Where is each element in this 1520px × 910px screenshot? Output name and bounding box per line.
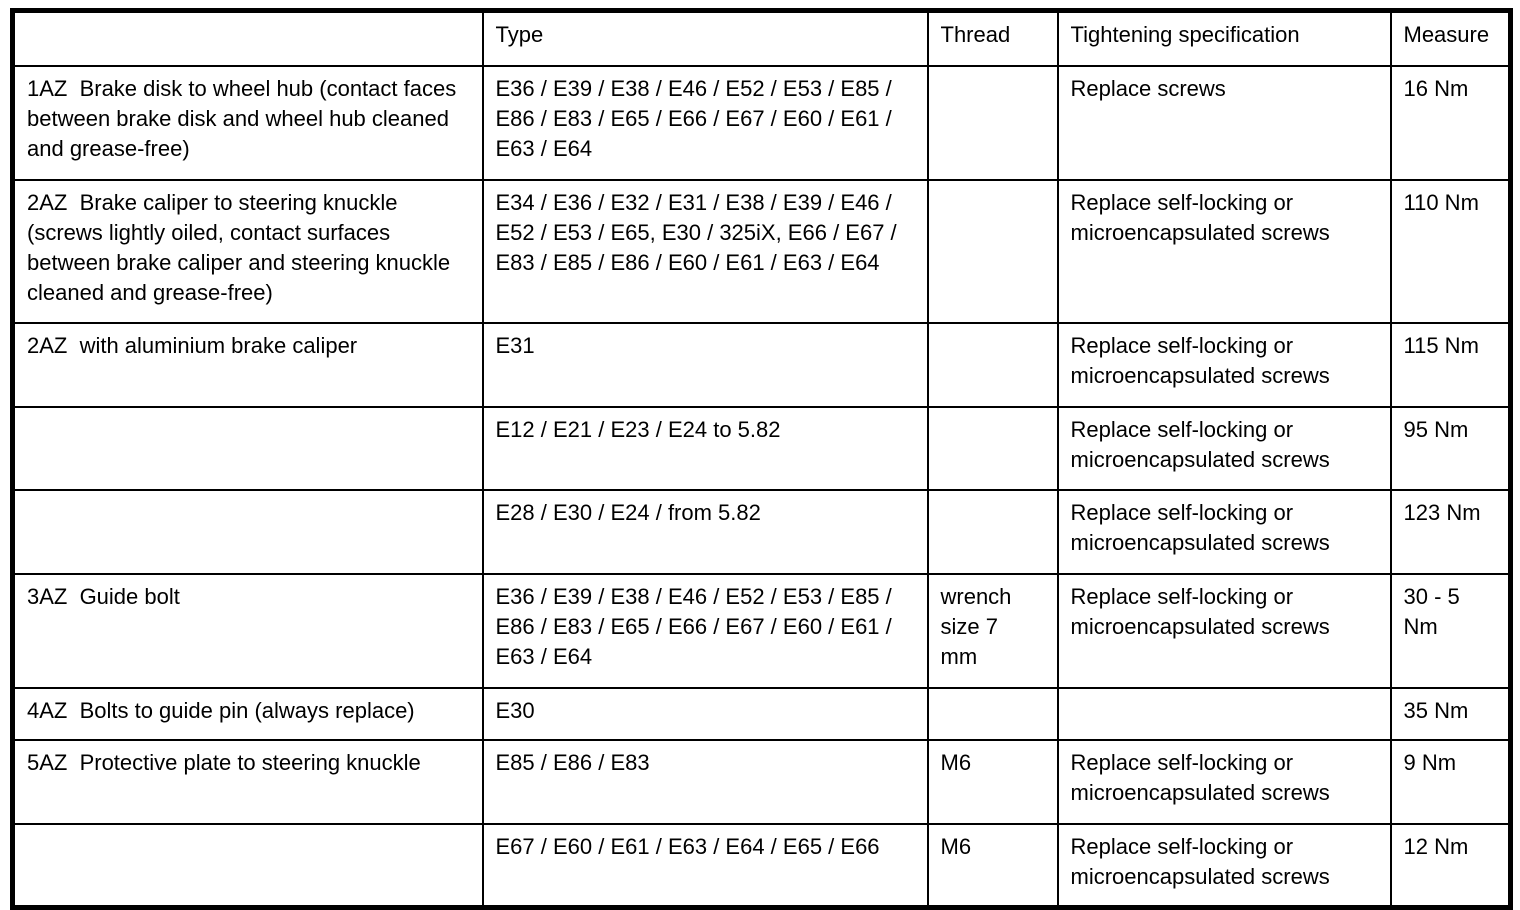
type-cell: E28 / E30 / E24 / from 5.82: [481, 488, 929, 575]
spec-cell: [1056, 686, 1392, 741]
spec-cell: Replace self-locking or microencapsulate…: [1056, 572, 1392, 689]
type-cell: E85 / E86 / E83: [481, 738, 929, 825]
measure-cell: 110 Nm: [1389, 178, 1512, 324]
spec-cell: Replace self-locking or microencapsulate…: [1056, 405, 1392, 491]
measure-cell: 95 Nm: [1389, 405, 1512, 491]
type-cell: E31: [481, 321, 929, 408]
item-cell: [11, 405, 484, 491]
tightening-spec-table: Type Thread Tightening specification Mea…: [10, 8, 1513, 910]
header-row: Type Thread Tightening specification Mea…: [11, 9, 1512, 67]
thread-cell: M6: [926, 822, 1059, 909]
item-cell: 3AZ Guide bolt: [11, 572, 484, 689]
thread-cell: M6: [926, 738, 1059, 825]
type-cell: E34 / E36 / E32 / E31 / E38 / E39 / E46 …: [481, 178, 929, 324]
measure-cell: 16 Nm: [1389, 64, 1512, 181]
thread-cell: [926, 488, 1059, 575]
spec-cell: Replace self-locking or microencapsulate…: [1056, 738, 1392, 825]
table-row: 2AZ with aluminium brake caliper E31 Rep…: [11, 321, 1512, 408]
thread-cell: wrench size 7 mm: [926, 572, 1059, 689]
type-cell: E36 / E39 / E38 / E46 / E52 / E53 / E85 …: [481, 572, 929, 689]
item-cell: [11, 822, 484, 909]
spec-cell: Replace self-locking or microencapsulate…: [1056, 822, 1392, 909]
thread-cell: [926, 686, 1059, 741]
spec-cell: Replace self-locking or microencapsulate…: [1056, 178, 1392, 324]
col-header-spec: Tightening specification: [1056, 9, 1392, 67]
spec-cell: Replace screws: [1056, 64, 1392, 181]
col-header-thread: Thread: [926, 9, 1059, 67]
type-cell: E30: [481, 686, 929, 741]
measure-cell: 30 - 5 Nm: [1389, 572, 1512, 689]
table-row: E67 / E60 / E61 / E63 / E64 / E65 / E66 …: [11, 822, 1512, 909]
measure-cell: 35 Nm: [1389, 686, 1512, 741]
item-cell: 5AZ Protective plate to steering knuckle: [11, 738, 484, 825]
item-cell: 2AZ with aluminium brake caliper: [11, 321, 484, 408]
col-header-item: [11, 9, 484, 67]
item-cell: 2AZ Brake caliper to steering knuckle (s…: [11, 178, 484, 324]
item-cell: 1AZ Brake disk to wheel hub (contact fac…: [11, 64, 484, 181]
measure-cell: 123 Nm: [1389, 488, 1512, 575]
table-row: 5AZ Protective plate to steering knuckle…: [11, 738, 1512, 825]
item-cell: [11, 488, 484, 575]
table-row: E12 / E21 / E23 / E24 to 5.82 Replace se…: [11, 405, 1512, 491]
col-header-measure: Measure: [1389, 9, 1512, 67]
type-cell: E36 / E39 / E38 / E46 / E52 / E53 / E85 …: [481, 64, 929, 181]
table-row: 2AZ Brake caliper to steering knuckle (s…: [11, 178, 1512, 324]
measure-cell: 12 Nm: [1389, 822, 1512, 909]
item-cell: 4AZ Bolts to guide pin (always replace): [11, 686, 484, 741]
table-row: 1AZ Brake disk to wheel hub (contact fac…: [11, 64, 1512, 181]
measure-cell: 115 Nm: [1389, 321, 1512, 408]
thread-cell: [926, 321, 1059, 408]
table-row: E28 / E30 / E24 / from 5.82 Replace self…: [11, 488, 1512, 575]
spec-cell: Replace self-locking or microencapsulate…: [1056, 321, 1392, 408]
type-cell: E12 / E21 / E23 / E24 to 5.82: [481, 405, 929, 491]
thread-cell: [926, 64, 1059, 181]
spec-cell: Replace self-locking or microencapsulate…: [1056, 488, 1392, 575]
thread-cell: [926, 405, 1059, 491]
type-cell: E67 / E60 / E61 / E63 / E64 / E65 / E66: [481, 822, 929, 909]
thread-cell: [926, 178, 1059, 324]
col-header-type: Type: [481, 9, 929, 67]
table-row: 4AZ Bolts to guide pin (always replace) …: [11, 686, 1512, 741]
table-row: 3AZ Guide bolt E36 / E39 / E38 / E46 / E…: [11, 572, 1512, 689]
measure-cell: 9 Nm: [1389, 738, 1512, 825]
